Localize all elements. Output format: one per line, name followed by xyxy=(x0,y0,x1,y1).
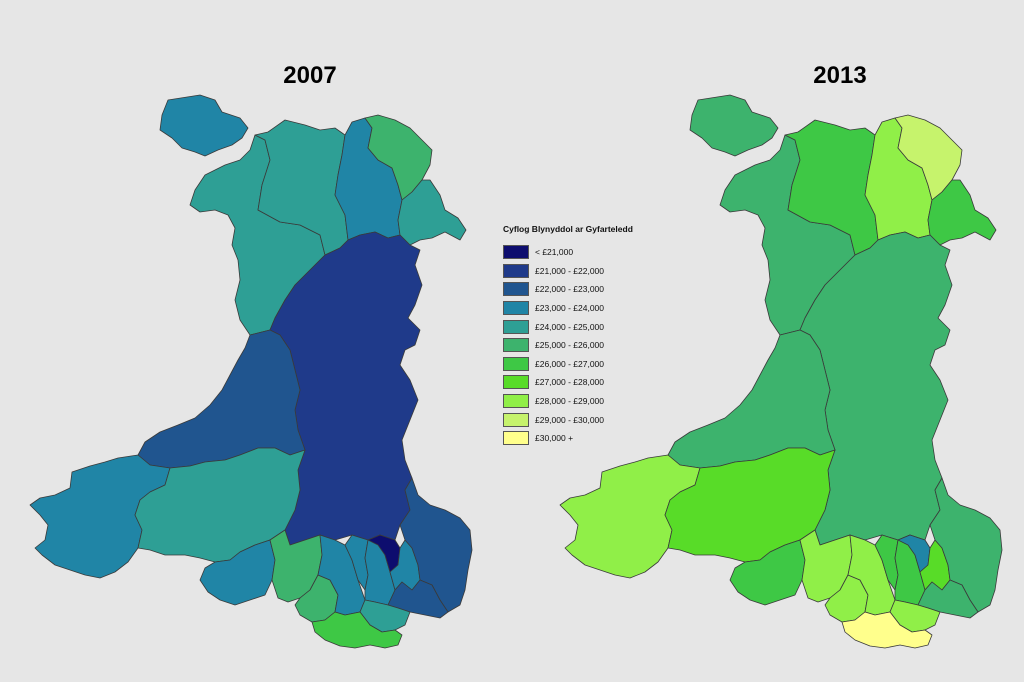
map-title-2013: 2013 xyxy=(813,62,867,89)
legend-swatch xyxy=(503,431,529,446)
legend-label: £21,000 - £22,000 xyxy=(535,265,605,276)
legend-item: £23,000 - £24,000 xyxy=(503,299,653,318)
legend-swatch xyxy=(503,282,529,297)
legend-item: £30,000 + xyxy=(503,429,653,448)
legend-swatch xyxy=(503,319,529,334)
legend-label: < £21,000 xyxy=(535,247,574,258)
legend-item: £22,000 - £23,000 xyxy=(503,280,653,299)
legend: Cyflog Blynyddol ar Gyfarteledd < £21,00… xyxy=(503,224,653,448)
map-title-2007: 2007 xyxy=(283,62,337,89)
legend-label: £24,000 - £25,000 xyxy=(535,321,605,332)
legend-label: £23,000 - £24,000 xyxy=(535,303,605,314)
legend-item: £24,000 - £25,000 xyxy=(503,317,653,336)
legend-item: £26,000 - £27,000 xyxy=(503,355,653,374)
legend-label: £30,000 + xyxy=(535,433,574,444)
region-anglesey[interactable] xyxy=(159,94,249,157)
legend-item: £28,000 - £29,000 xyxy=(503,392,653,411)
legend-item: £21,000 - £22,000 xyxy=(503,262,653,281)
region-monmouthshire[interactable] xyxy=(929,477,1003,613)
legend-label: £22,000 - £23,000 xyxy=(535,284,605,295)
legend-swatch xyxy=(503,412,529,427)
legend-title: Cyflog Blynyddol ar Gyfarteledd xyxy=(503,224,633,234)
region-ceredigion[interactable] xyxy=(667,329,836,469)
legend-swatch xyxy=(503,301,529,316)
region-anglesey[interactable] xyxy=(689,94,779,157)
legend-swatch xyxy=(503,375,529,390)
legend-swatch xyxy=(503,356,529,371)
legend-swatch xyxy=(503,338,529,353)
legend-swatch xyxy=(503,245,529,260)
legend-item: £25,000 - £26,000 xyxy=(503,336,653,355)
legend-item: £29,000 - £30,000 xyxy=(503,410,653,429)
legend-label: £25,000 - £26,000 xyxy=(535,340,605,351)
legend-label: £27,000 - £28,000 xyxy=(535,377,605,388)
legend-label: £29,000 - £30,000 xyxy=(535,414,605,425)
legend-item: £27,000 - £28,000 xyxy=(503,373,653,392)
legend-item: < £21,000 xyxy=(503,243,653,262)
region-vale-of-glamorgan[interactable] xyxy=(841,611,933,649)
legend-swatch xyxy=(503,263,529,278)
region-vale-of-glamorgan[interactable] xyxy=(311,611,403,649)
legend-label: £26,000 - £27,000 xyxy=(535,358,605,369)
region-monmouthshire[interactable] xyxy=(399,477,473,613)
legend-swatch xyxy=(503,394,529,409)
legend-items: < £21,000 £21,000 - £22,000 £22,000 - £2… xyxy=(503,243,653,448)
legend-label: £28,000 - £29,000 xyxy=(535,396,605,407)
